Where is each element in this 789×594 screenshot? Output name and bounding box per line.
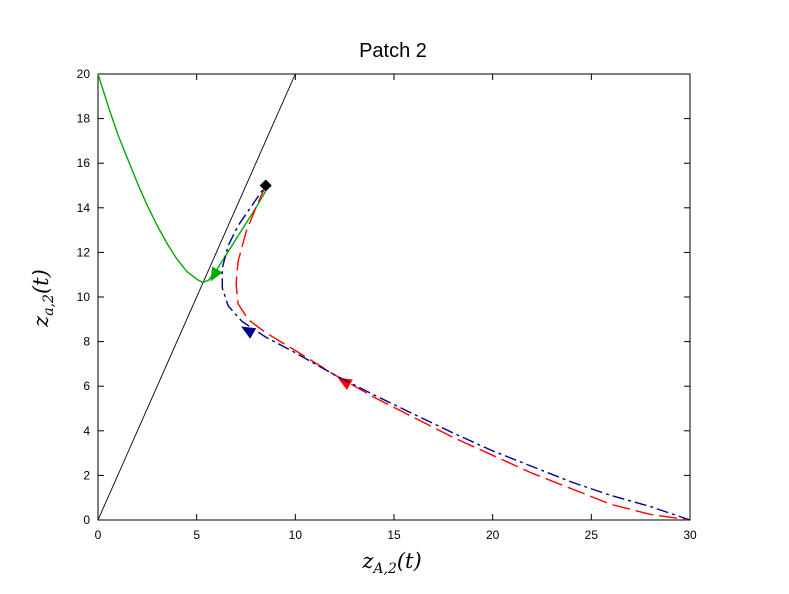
y-tick-label: 20 [77,67,91,81]
series-arrow-solid-green [210,266,223,282]
plot-frame [97,73,691,521]
x-tick-label: 0 [95,528,102,542]
series-layer [97,73,691,521]
x-tick-label: 10 [289,528,303,542]
start-marker-diamond [259,179,272,192]
arrowhead [241,326,257,339]
y-tick-label: 16 [77,156,91,170]
series-line-solid-black [97,73,296,521]
y-tick-label: 6 [83,379,90,393]
y-tick-label: 2 [83,468,90,482]
y-axis-label-sub: a,2 [41,294,57,316]
y-tick-label: 14 [77,201,91,215]
y-tick-label: 8 [83,335,90,349]
x-tick-label: 15 [387,528,401,542]
y-tick-label: 4 [83,424,90,438]
x-tick-label: 20 [486,528,500,542]
x-tick-label: 5 [193,528,200,542]
x-tick-label: 30 [683,528,697,542]
series-arrow-dashed-red [337,377,353,390]
ticks-layer: 0 5 10 15 20 25 30 0 2 4 6 8 10 12 14 16 18 20 [77,67,697,542]
y-axis-label-base: z [29,315,53,328]
y-tick-label: 18 [77,112,91,126]
x-axis-label: zA,2(t) [361,549,421,577]
y-axis-label: za,2(t) [29,269,57,328]
series-line-dashed-red [235,185,691,521]
marker-layer [259,179,272,192]
y-axis-label-group: za,2(t) [29,269,57,328]
arrowhead [337,377,353,390]
series-line-dashdot-blue [221,185,691,521]
y-axis-label-suffix: (t) [29,269,53,294]
series-line-solid-green [97,73,267,284]
x-axis-label-sub: A,2 [371,561,397,577]
y-tick-label: 10 [77,290,91,304]
x-tick-label: 25 [585,528,599,542]
chart-title: Patch 2 [359,40,427,62]
arrowhead [210,266,223,282]
series-arrow-dashdot-blue [241,326,257,339]
y-tick-label: 0 [83,513,90,527]
y-tick-label: 12 [77,245,91,259]
x-axis-label-suffix: (t) [397,549,422,573]
x-axis-label-base: z [361,549,374,573]
